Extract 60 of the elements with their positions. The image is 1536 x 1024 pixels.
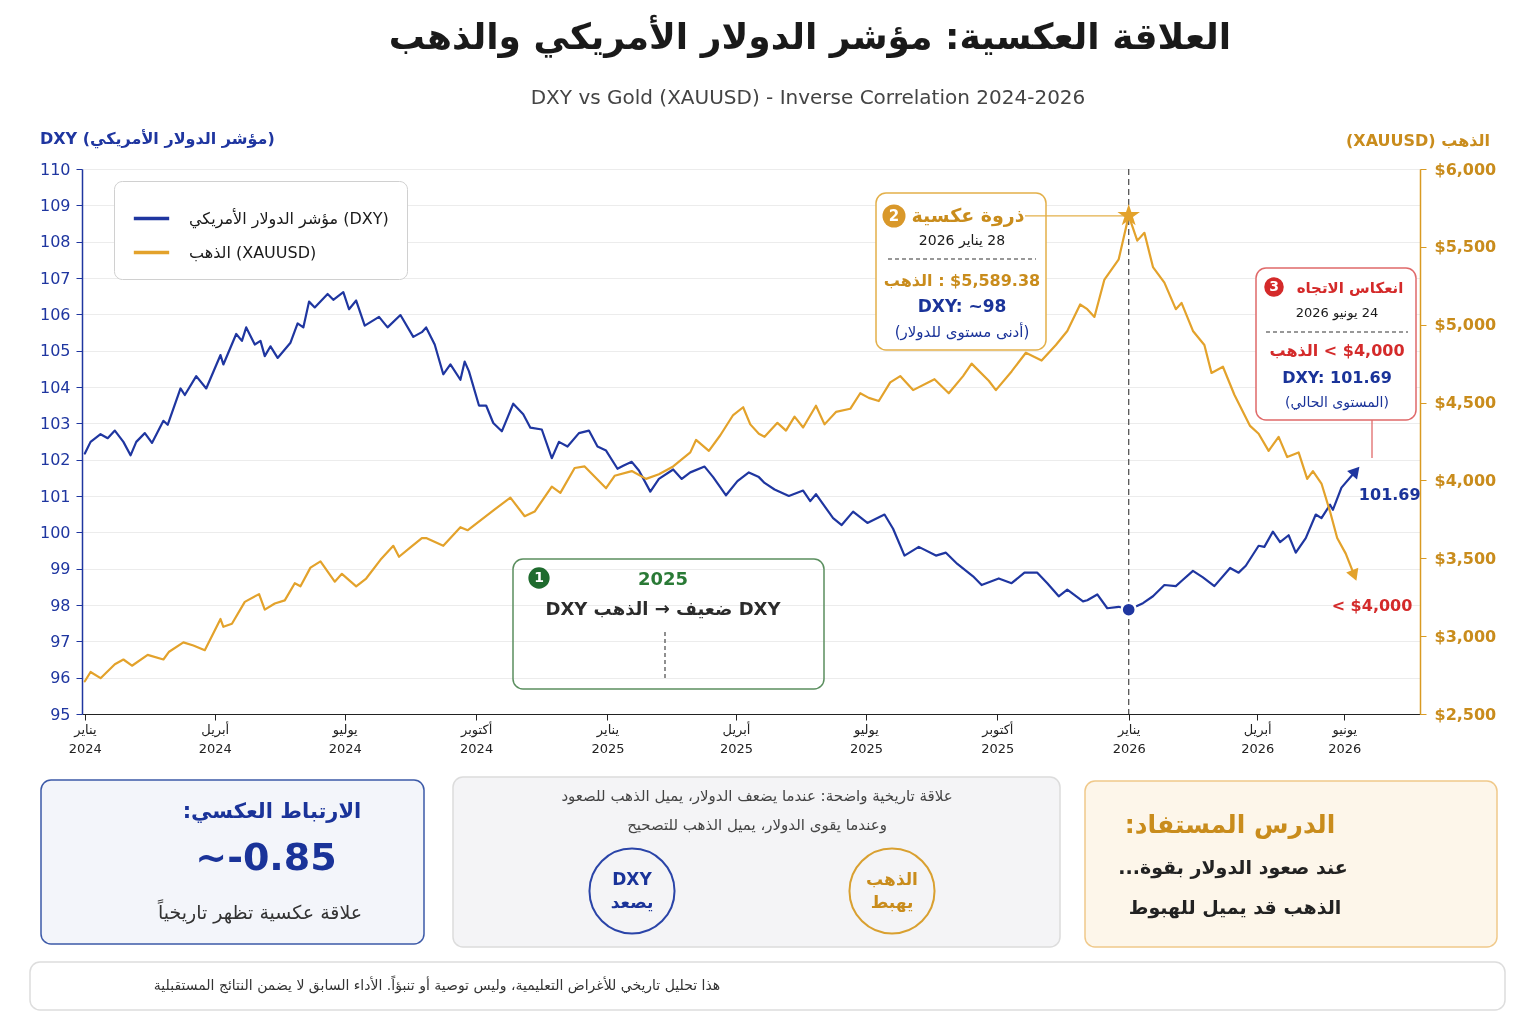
y-tick-label: 106 (39, 304, 71, 324)
chart-subtitle: DXY vs Gold (XAUUSD) - Inverse Correlation 2024-2026 (530, 85, 1086, 109)
annotation: 2025 (637, 568, 689, 589)
legend-label: مؤشر الدولار الأمريكي (DXY) (189, 207, 389, 229)
text: يهبط (870, 892, 914, 913)
y-tick-label: 101 (39, 486, 71, 506)
annotation: 24 يونيو 2026 (1295, 305, 1379, 321)
annotation: انعكاس الاتجاه (1296, 279, 1404, 297)
text: علاقة عكسية تظهر تاريخياً (157, 898, 363, 924)
annotation: $5,589.38 : الذهب (883, 271, 1041, 290)
y-tick-label: 104 (39, 377, 71, 397)
annotation: 2 (888, 207, 900, 225)
y2-tick-label: $5,500 (1434, 237, 1497, 257)
y2-tick-label: $3,500 (1434, 548, 1497, 568)
y-tick-label: 109 (39, 195, 71, 215)
annotation: DXY: 101.69 (1282, 368, 1392, 387)
y2-tick-label: $4,500 (1434, 393, 1497, 413)
annotation: (المستوى الحالي) (1285, 394, 1389, 411)
y-tick-label: 103 (39, 413, 71, 433)
y-tick-label: 100 (39, 522, 71, 542)
y-axis-title: DXY (مؤشر الدولار الأمريكي) (40, 129, 275, 149)
text: الدرس المستفاد: (1124, 810, 1336, 839)
y-tick-label: 110 (39, 159, 71, 179)
text: هذا تحليل تاريخي للأغراض التعليمية، وليس توصية أو تنبؤاً. الأداء السابق لا يضمن النتائج المستقبلية (153, 974, 721, 994)
text: الذهب قد يميل للهبوط (1128, 896, 1342, 919)
annotation: $4,000 > الذهب (1269, 341, 1405, 360)
y-tick-label: 98 (50, 595, 71, 615)
text: الذهب (866, 869, 918, 889)
annotation: DXY ضعيف → الذهب DXY (545, 598, 782, 619)
text: الارتباط العكسي: (182, 799, 362, 823)
text: علاقة تاريخية واضحة: عندما يضعف الدولار، يميل الذهب للصعود (561, 787, 953, 805)
annotation: 101.69 (1358, 484, 1421, 504)
text: DXY (612, 869, 653, 889)
y-tick-label: 102 (39, 450, 71, 470)
text: عند صعود الدولار بقوة... (1118, 856, 1348, 879)
y-tick-label: 97 (50, 631, 71, 651)
annotation: 1 (534, 569, 544, 585)
y2-tick-label: $3,000 (1434, 626, 1497, 646)
y2-tick-label: $2,500 (1434, 704, 1497, 724)
annotation: ذروة عكسية (911, 204, 1025, 227)
y-tick-label: 96 (50, 668, 71, 688)
y2-axis-title: الذهب (XAUUSD) (1346, 131, 1490, 150)
y2-tick-label: $5,000 (1434, 315, 1497, 335)
y-tick-label: 107 (39, 268, 71, 288)
text: ~-0.85 (195, 835, 337, 879)
annotation: 28 يناير 2026 (918, 232, 1006, 249)
chart-title: العلاقة العكسية: مؤشر الدولار الأمريكي والذهب (388, 14, 1232, 58)
annotation: 3 (1269, 278, 1279, 294)
legend-label: الذهب (XAUUSD) (189, 242, 317, 262)
text: يصعد (610, 892, 654, 912)
y-tick-label: 108 (39, 232, 71, 252)
y-tick-label: 95 (50, 704, 71, 724)
y2-tick-label: $6,000 (1434, 159, 1497, 179)
annotation: (أدنى مستوى للدولار) (894, 322, 1030, 341)
y2-tick-label: $4,000 (1434, 470, 1497, 490)
y-tick-label: 105 (39, 341, 71, 361)
text: وعندما يقوى الدولار، يميل الذهب للتصحيح (627, 816, 887, 834)
annotation: DXY: ~98 (917, 296, 1007, 316)
annotation: < $4,000 (1331, 596, 1413, 615)
y-tick-label: 99 (50, 559, 71, 579)
